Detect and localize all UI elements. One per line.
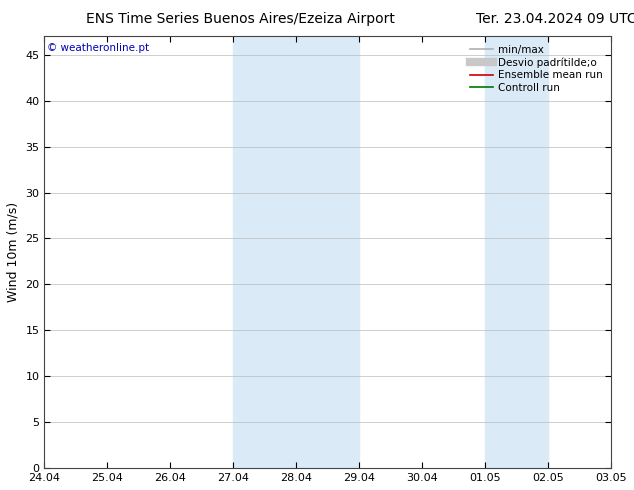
Bar	[485, 36, 548, 468]
Bar	[233, 36, 359, 468]
Legend: min/max, Desvio padrítilde;o, Ensemble mean run, Controll run: min/max, Desvio padrítilde;o, Ensemble m…	[467, 42, 606, 96]
Text: ENS Time Series Buenos Aires/Ezeiza Airport: ENS Time Series Buenos Aires/Ezeiza Airp…	[86, 12, 396, 26]
Y-axis label: Wind 10m (m/s): Wind 10m (m/s)	[7, 202, 20, 302]
Text: © weatheronline.pt: © weatheronline.pt	[48, 43, 150, 53]
Text: Ter. 23.04.2024 09 UTC: Ter. 23.04.2024 09 UTC	[476, 12, 634, 26]
